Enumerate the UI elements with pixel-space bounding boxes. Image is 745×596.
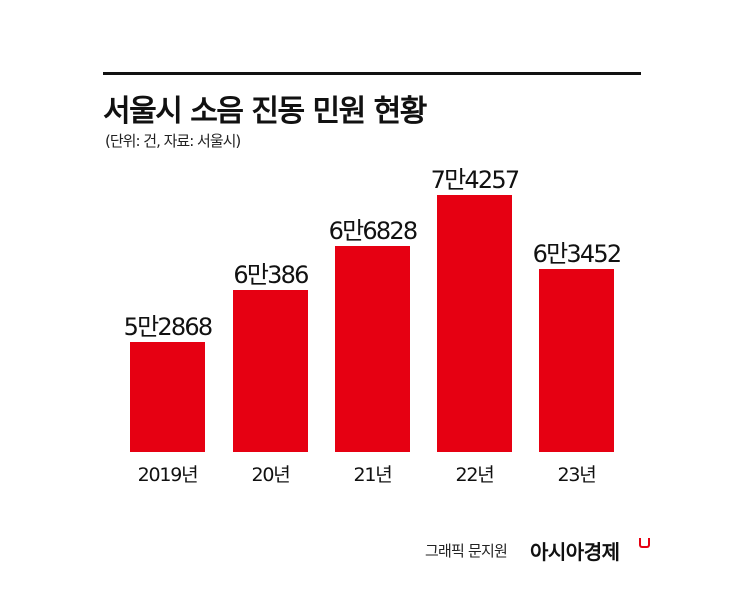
bar-value-label: 7만4257 [430,166,520,194]
bar-value-label: 5만2868 [123,313,213,341]
x-axis-label: 22년 [455,464,494,486]
bar [539,269,614,452]
bar [335,246,410,452]
graphic-credit: 그래픽 문지원 [425,542,508,560]
x-axis-label: 20년 [251,464,290,486]
x-axis-label: 21년 [353,464,392,486]
x-axis-label: 23년 [557,464,596,486]
brand-mark-icon [639,538,650,548]
bar [233,290,308,452]
bar [130,342,205,452]
bar [437,195,512,452]
bar-value-label: 6만6828 [328,217,418,245]
bar-value-label: 6만3452 [532,240,622,268]
chart-subtitle: (단위: 건, 자료: 서울시) [105,132,241,150]
title-rule [103,72,641,75]
bar-value-label: 6만386 [233,261,309,289]
chart-title: 서울시 소음 진동 민원 현황 [103,94,427,129]
brand-logo: 아시아경제 [530,540,620,564]
x-axis-label: 2019년 [137,464,199,486]
